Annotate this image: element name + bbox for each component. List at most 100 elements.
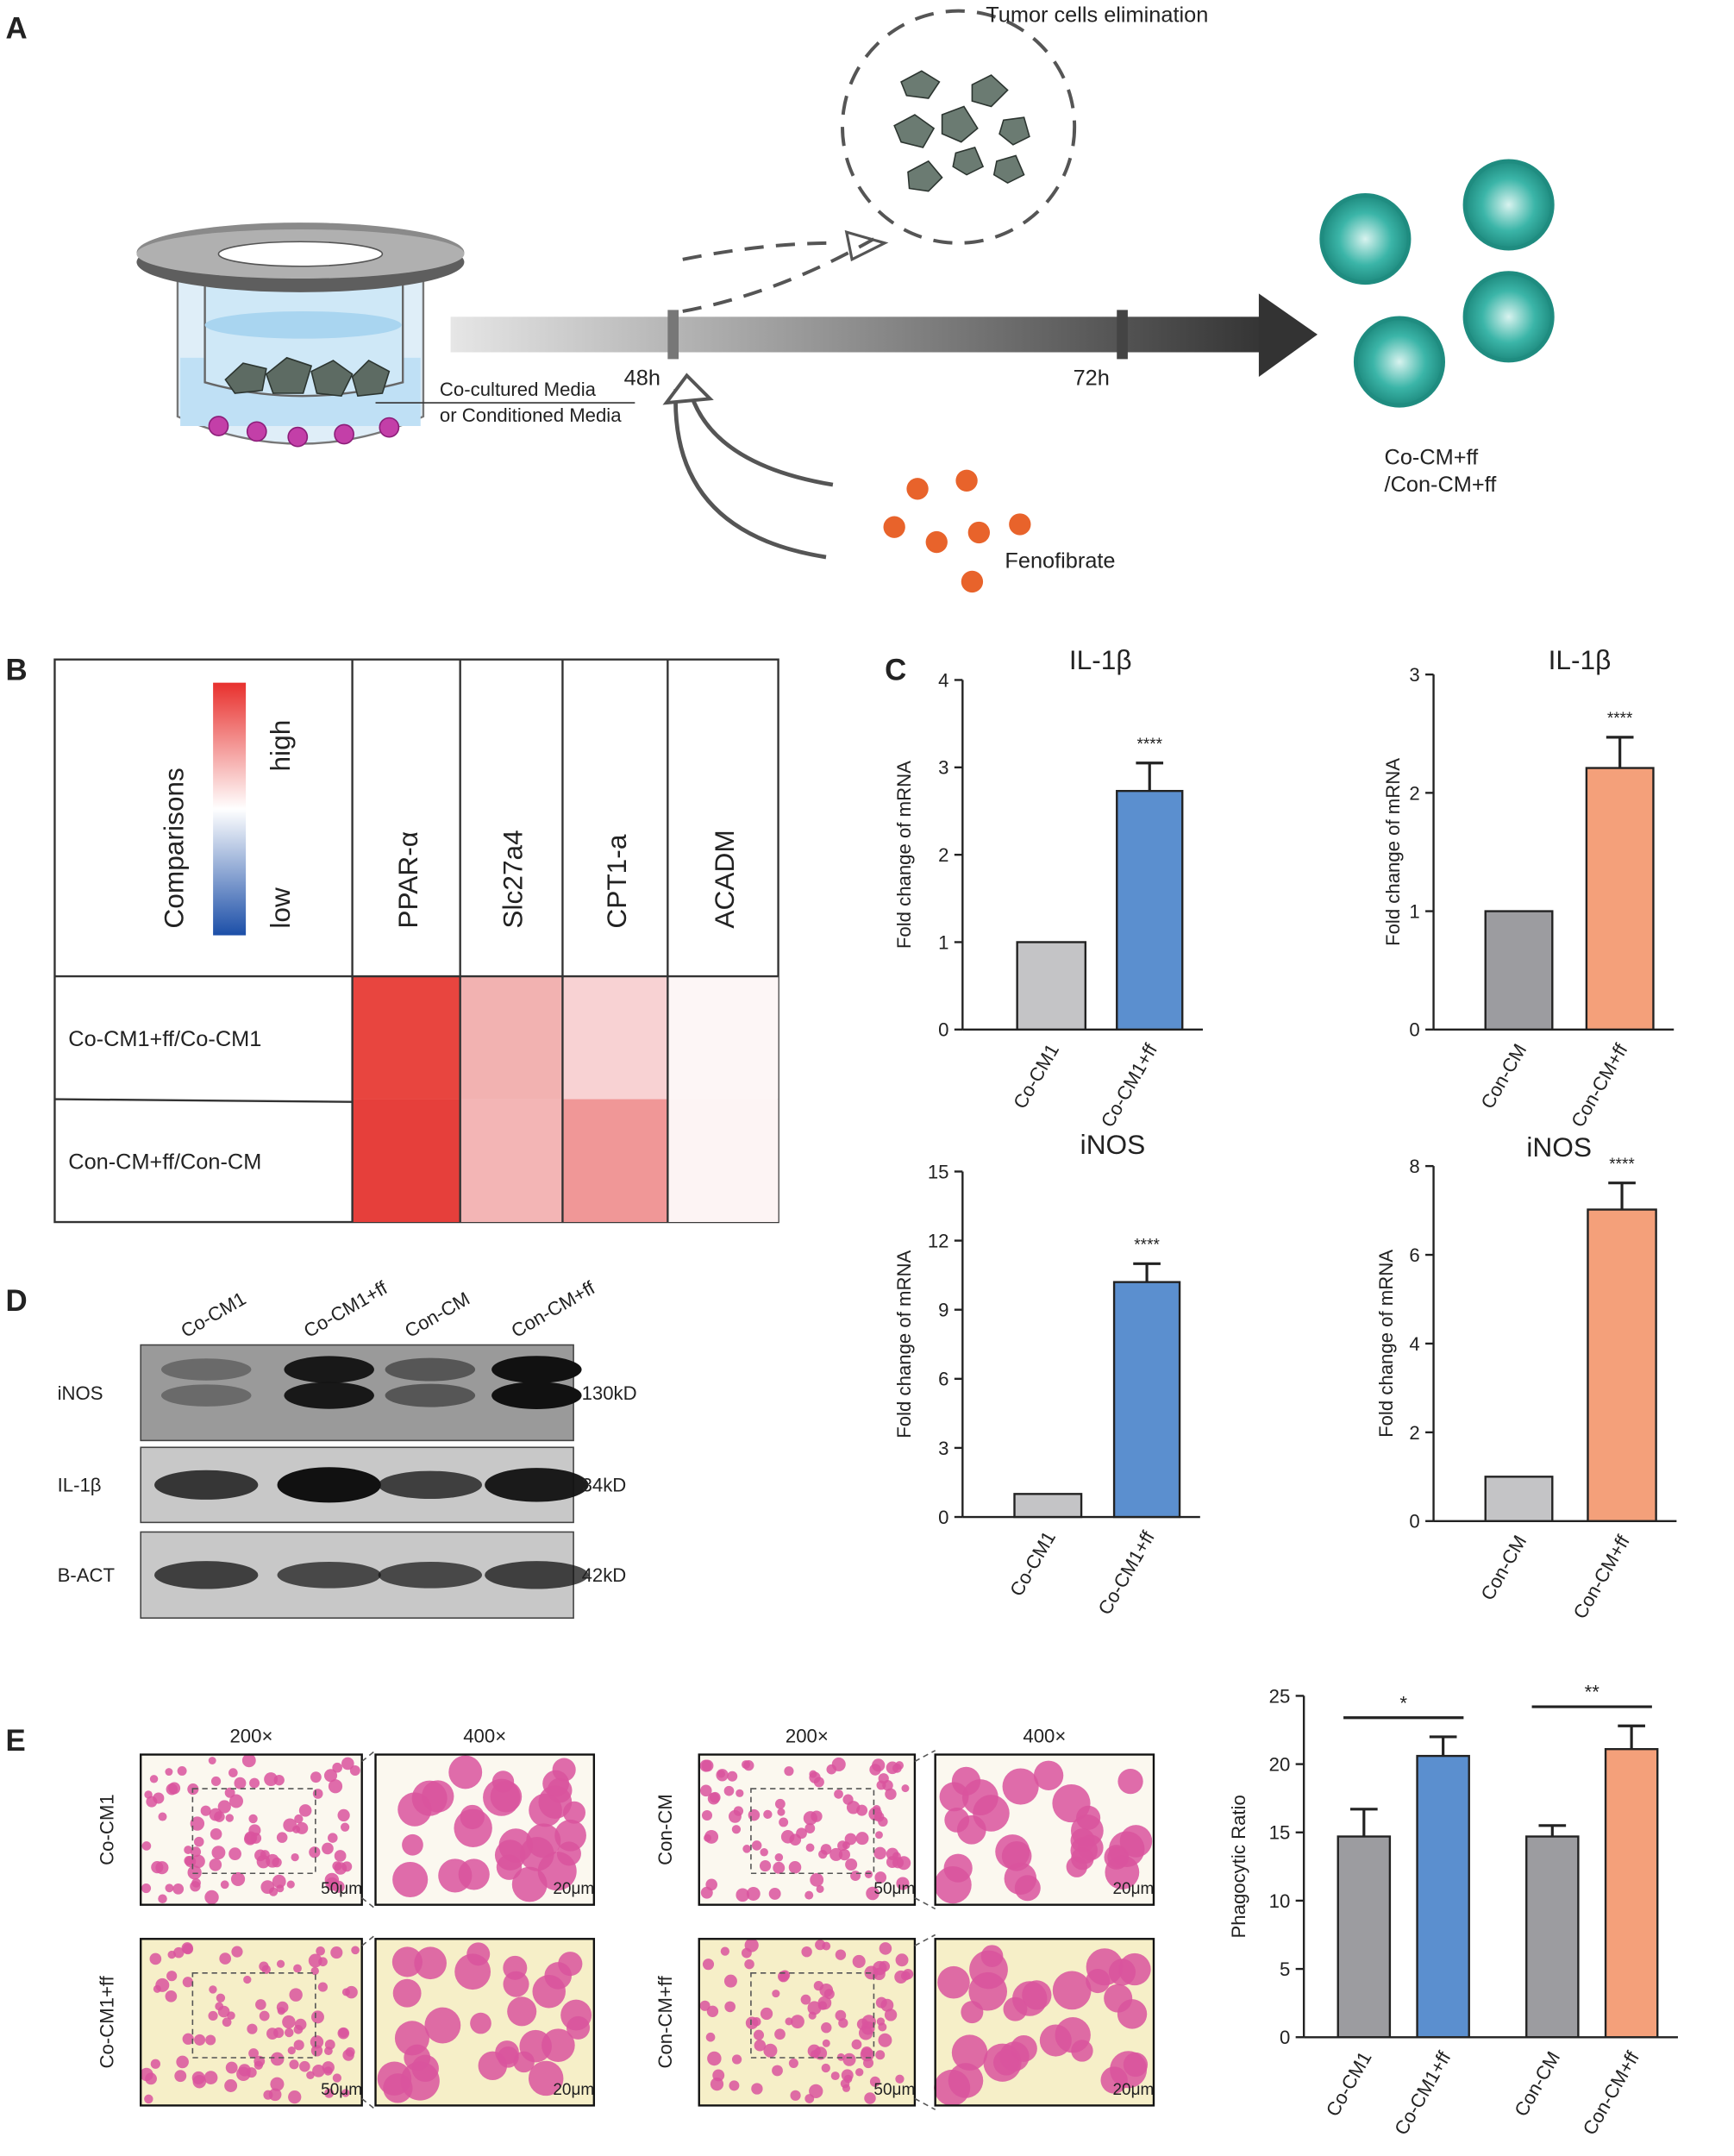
panel-label: D	[5, 1284, 27, 1318]
cell	[822, 2039, 830, 2047]
scale-bar-label: 50μm	[873, 1880, 915, 1898]
cell	[869, 1764, 881, 1776]
cell	[184, 1846, 193, 1854]
cell	[541, 2028, 575, 2062]
cell	[723, 1974, 737, 1988]
cell	[842, 2053, 856, 2066]
zoom-line	[361, 1897, 377, 1910]
cell	[330, 1946, 343, 1959]
cell	[312, 2065, 325, 2078]
y-tick-label: 25	[1269, 1685, 1291, 1707]
bar	[1585, 767, 1655, 1031]
cell	[177, 1765, 187, 1776]
blot-band	[485, 1468, 589, 1502]
bar	[1525, 1835, 1580, 2039]
cell	[784, 1766, 794, 1777]
cell	[528, 2060, 564, 2096]
lane-label: Con-CM	[401, 1288, 473, 1342]
cell	[191, 1877, 201, 1888]
cell	[796, 1827, 807, 1839]
cell	[532, 1974, 566, 2009]
cell	[809, 1771, 821, 1783]
cell	[334, 1862, 347, 1875]
cell	[811, 2050, 819, 2059]
heat-cell	[667, 976, 779, 1100]
cell	[345, 1985, 358, 1999]
y-tick-label: 0	[938, 1019, 948, 1041]
cell	[286, 1880, 295, 1889]
cell	[878, 2033, 892, 2047]
fenofibrate-dots	[883, 469, 1031, 593]
cell	[804, 1890, 814, 1900]
cell	[822, 1941, 831, 1951]
cell	[341, 1757, 354, 1771]
scale-label: low	[265, 887, 296, 929]
column-label: CPT1-a	[601, 834, 632, 928]
cell	[937, 1965, 970, 1999]
y-axis-label: Fold change of mRNA	[893, 1250, 915, 1438]
cell	[804, 2094, 815, 2103]
lane-label: Co-CM1	[177, 1288, 249, 1342]
cell	[751, 1840, 762, 1851]
magnification: 200×	[229, 1725, 272, 1746]
scale-bar-label: 20μm	[1112, 2081, 1154, 2099]
bar	[1112, 1281, 1181, 1519]
heat-cell	[562, 1099, 668, 1223]
diagram-text: Co-CM+ff	[1385, 445, 1480, 469]
cell	[141, 1883, 152, 1894]
cell	[268, 2088, 282, 2102]
cell	[820, 1844, 832, 1855]
cell	[702, 1959, 715, 1971]
scale-bar-label: 20μm	[1112, 1880, 1154, 1898]
cell	[866, 1886, 880, 1901]
cell	[289, 1988, 303, 2002]
cell	[209, 1858, 222, 1871]
cell	[323, 2066, 333, 2076]
cell	[310, 2035, 324, 2049]
blot-band	[277, 1467, 381, 1503]
y-tick-label: 4	[1409, 1333, 1419, 1355]
cell	[736, 1888, 750, 1902]
cell	[208, 2010, 218, 2021]
cell	[349, 1764, 360, 1777]
blot-band	[284, 1382, 374, 1409]
panel-label: C	[885, 653, 906, 686]
significance: ****	[1607, 710, 1633, 728]
cell	[961, 2001, 984, 2024]
cell	[727, 1771, 738, 1782]
cell	[225, 1814, 234, 1822]
cell	[312, 1789, 323, 1799]
zoom-line	[361, 1750, 377, 1763]
panel-label: E	[5, 1724, 25, 1758]
cell	[337, 2027, 350, 2040]
cell	[810, 1872, 824, 1887]
cell	[204, 1890, 219, 1905]
y-tick-label: 1	[1409, 900, 1419, 922]
heat-cell	[460, 1099, 563, 1223]
cell	[332, 1762, 342, 1773]
cell	[310, 1966, 319, 1976]
cell	[496, 1854, 523, 1880]
cell	[720, 1946, 729, 1956]
magnification: 400×	[463, 1725, 506, 1746]
cell	[448, 1755, 483, 1789]
heat-cell	[562, 976, 668, 1100]
blot-band	[154, 1470, 259, 1500]
cell	[759, 1860, 772, 1872]
cell	[1117, 1999, 1148, 2029]
cell	[707, 2051, 722, 2066]
cell	[402, 1833, 423, 1856]
cell	[394, 2021, 429, 2056]
blot-band	[378, 1561, 483, 1589]
chart-title: IL-1β	[1549, 644, 1612, 675]
cell	[939, 1782, 969, 1812]
bar	[1587, 1208, 1657, 1522]
scale-label: high	[265, 720, 296, 772]
cell	[306, 2071, 315, 2080]
cell	[1052, 1971, 1092, 2010]
row-label: Con-CM+ff	[654, 1975, 676, 2068]
significance: ****	[1136, 736, 1162, 754]
cell	[261, 1965, 271, 1974]
transwell	[136, 222, 635, 448]
